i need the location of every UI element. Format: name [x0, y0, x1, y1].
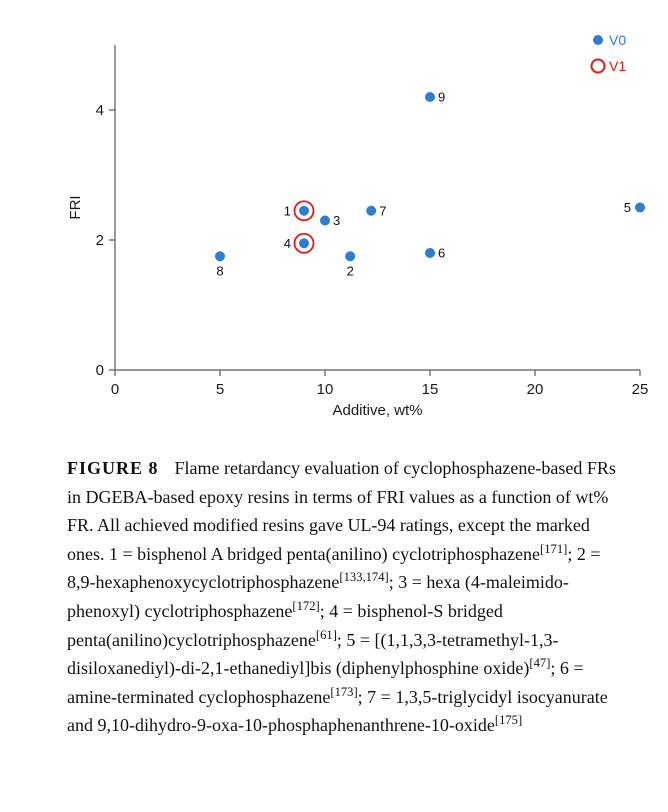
caption-text-segment: ; 5 = [(1,1,3,3-tetramethyl-1,3-disiloxa… [67, 629, 559, 679]
x-tick-label: 5 [216, 381, 224, 398]
caption-citation-ref: [171] [540, 541, 568, 556]
figure-chart: 0 5 10 15 20 25 0 2 4 Additive, wt% FRI 1 2 3 4 5 6 7 8 9 V0… [67, 32, 649, 419]
scatter-plot: 0 5 10 15 20 25 0 2 4 Additive, wt% FRI 1 2 3 4 5 6 7 8 9 V0… [67, 32, 649, 419]
caption-citation-ref: [175] [494, 713, 523, 728]
data-point-1 [299, 205, 309, 216]
point-label-5: 5 [624, 200, 631, 215]
caption-text-segment: ; 3 = hexa (4-maleimido-phenoxyl) cyclot… [67, 572, 569, 622]
point-label-3: 3 [333, 213, 340, 228]
caption-citation-ref: [133,174] [339, 570, 389, 585]
x-tick-label: 15 [422, 381, 439, 398]
caption-citation-ref: [172] [292, 599, 320, 614]
caption-text-segment: ; 7 = 1,3,5-triglycidyl isocyanurate and… [67, 686, 608, 736]
legend-label-v0: V0 [609, 32, 626, 48]
point-label-9: 9 [438, 90, 445, 105]
caption-text-segment: ; 4 = bisphenol-S bridged penta(anilino)… [67, 601, 503, 650]
y-tick-label: 2 [96, 232, 104, 249]
y-tick-label: 0 [96, 362, 104, 379]
point-label-8: 8 [216, 263, 223, 278]
point-label-2: 2 [347, 263, 354, 278]
data-point-9 [425, 92, 435, 102]
figure-label: FIGURE 8 [67, 458, 159, 478]
point-label-4: 4 [284, 236, 291, 251]
y-axis-label: FRI [67, 195, 84, 219]
y-tick-label: 4 [96, 102, 104, 119]
caption-citation-ref: [173] [330, 684, 358, 699]
point-label-7: 7 [379, 203, 386, 218]
caption-text-segment: Flame retardancy evaluation of cyclophos… [67, 458, 616, 564]
x-tick-label: 20 [527, 381, 544, 398]
figure-caption: FIGURE 8 Flame retardancy evaluation of c… [67, 454, 626, 740]
caption-body: Flame retardancy evaluation of cyclophos… [67, 458, 616, 735]
point-label-6: 6 [438, 246, 445, 261]
data-point-7 [366, 205, 377, 216]
data-point-4 [299, 238, 309, 249]
data-point-3 [320, 215, 330, 226]
legend-label-v1: V1 [609, 58, 626, 74]
legend-marker-v1 [590, 58, 606, 74]
legend-marker-v0 [593, 35, 603, 45]
x-tick-label: 0 [111, 381, 119, 398]
caption-citation-ref: [47] [529, 656, 551, 671]
x-tick-label: 10 [317, 381, 334, 398]
caption-citation-ref: [61] [315, 627, 337, 642]
v1-marker-circle-1 [293, 200, 315, 222]
v1-marker-circle-4 [293, 232, 315, 254]
data-point-2 [345, 251, 356, 262]
caption-text-segment: ; 2 = 8,9-hexaphenoxycyclotriphosphazene [67, 543, 601, 593]
data-point-8 [215, 251, 225, 262]
data-point-6 [425, 248, 435, 258]
point-label-1: 1 [284, 203, 291, 218]
data-point-5 [635, 202, 645, 213]
caption-text-segment: ; 6 = amine-terminated cyclophosphazene [67, 658, 584, 707]
x-tick-label: 25 [632, 381, 649, 398]
x-axis-label: Additive, wt% [332, 402, 422, 419]
